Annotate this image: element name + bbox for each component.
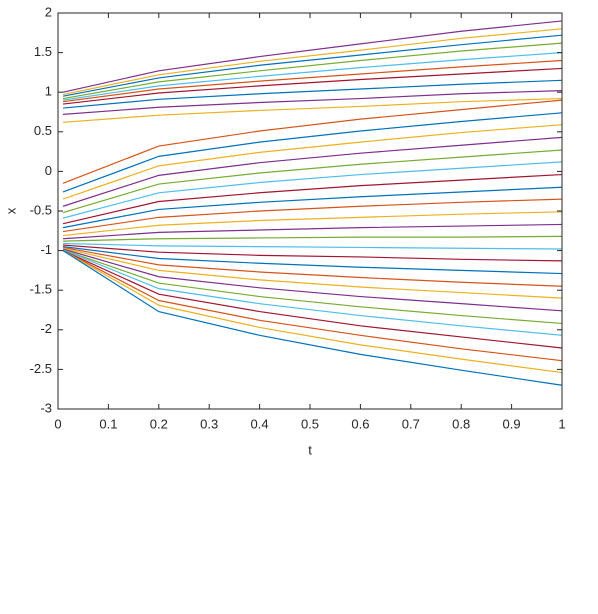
y-tick-label: 0.5 <box>34 123 52 138</box>
y-tick-label: -3 <box>40 400 52 415</box>
y-tick-label: -2 <box>40 321 52 336</box>
data-line <box>62 59 563 103</box>
y-tick-label: -1 <box>40 242 52 257</box>
data-line <box>62 34 563 97</box>
data-line <box>62 112 563 193</box>
y-tick-label: -0.5 <box>30 202 52 217</box>
x-tick-label: 0.4 <box>251 416 269 431</box>
data-line <box>62 250 563 386</box>
y-tick-label: 0 <box>45 163 52 178</box>
data-line <box>62 246 563 275</box>
y-tick-label: -1.5 <box>30 282 52 297</box>
y-tick-label: 1.5 <box>34 44 52 59</box>
data-line <box>62 173 563 225</box>
y-axis-label: x <box>3 207 18 214</box>
data-line <box>62 249 563 325</box>
data-line <box>62 90 563 115</box>
data-line <box>62 97 563 123</box>
data-line <box>63 223 563 240</box>
data-line <box>62 248 563 312</box>
data-line <box>62 198 563 233</box>
y-tick-label: 2 <box>45 4 52 19</box>
data-line <box>62 42 563 100</box>
data-line <box>62 99 563 184</box>
data-line <box>62 186 563 229</box>
data-line <box>62 20 563 93</box>
data-line <box>62 149 563 214</box>
data-line <box>63 242 563 250</box>
data-line <box>62 250 563 349</box>
data-line <box>62 67 563 105</box>
x-tick-label: 0 <box>54 416 61 431</box>
data-line <box>62 247 563 299</box>
x-axis-label: t <box>308 442 312 457</box>
data-line <box>62 79 563 109</box>
data-line <box>62 52 563 101</box>
x-tick-label: 0.1 <box>99 416 117 431</box>
y-tick-label: 1 <box>45 84 52 99</box>
data-line <box>62 244 563 262</box>
data-line <box>62 161 563 219</box>
data-line <box>62 250 563 374</box>
data-line <box>62 28 563 96</box>
data-line <box>62 211 563 237</box>
x-tick-label: 0.3 <box>200 416 218 431</box>
x-tick-label: 0.8 <box>452 416 470 431</box>
data-line <box>62 246 563 287</box>
x-tick-label: 1 <box>558 416 565 431</box>
x-tick-label: 0.2 <box>150 416 168 431</box>
x-tick-label: 0.6 <box>351 416 369 431</box>
data-line <box>62 249 563 336</box>
data-line <box>62 124 563 200</box>
x-tick-label: 0.7 <box>402 416 420 431</box>
x-tick-label: 0.5 <box>301 416 319 431</box>
data-line <box>62 136 563 207</box>
data-line <box>63 235 563 242</box>
x-tick-label: 0.9 <box>503 416 521 431</box>
data-line <box>62 250 563 362</box>
y-tick-label: -2.5 <box>30 361 52 376</box>
